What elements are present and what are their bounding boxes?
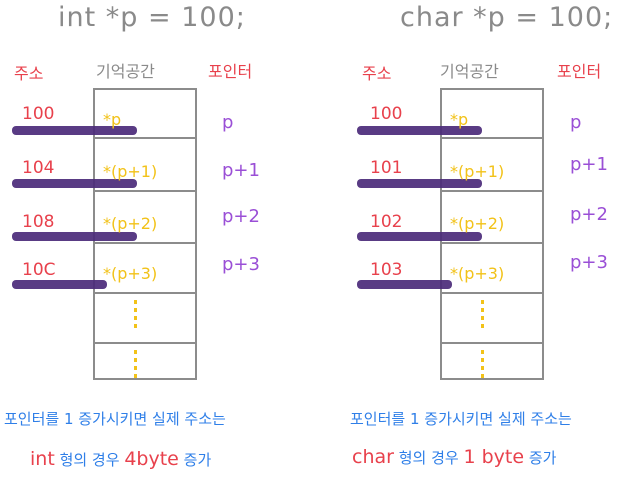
right-caption-line1: 포인터를 1 증가시키면 실제 주소는 <box>350 410 572 428</box>
cell-divider <box>95 242 195 244</box>
address-arrow <box>12 179 137 188</box>
cell-divider <box>95 342 195 344</box>
byte-size: 1 byte <box>463 446 525 468</box>
cell-divider <box>95 137 195 139</box>
left-caption-line2: int 형의 경우 4byte 증가 <box>30 448 211 470</box>
address-label: 102 <box>370 212 403 232</box>
cell-value: *p <box>103 110 122 129</box>
left-address-header: 주소 <box>14 64 44 83</box>
left-memory-header: 기억공간 <box>96 62 155 81</box>
pointer-label: p+2 <box>570 204 608 225</box>
left-title: int *p = 100; <box>58 2 246 33</box>
address-label: 10C <box>22 260 56 280</box>
address-label: 100 <box>22 104 55 124</box>
caption-text: 증가 <box>528 449 557 467</box>
right-address-header: 주소 <box>362 64 392 83</box>
type-name: int <box>30 448 55 470</box>
type-name: char <box>352 446 394 468</box>
ellipsis-dots <box>481 300 484 330</box>
right-pointer-header: 포인터 <box>557 62 602 81</box>
ellipsis-dots <box>134 350 137 380</box>
cell-value: *(p+1) <box>103 162 158 181</box>
caption-text: 증가 <box>183 451 212 469</box>
address-arrow <box>12 232 137 241</box>
address-label: 103 <box>370 260 403 280</box>
address-arrow <box>357 179 482 188</box>
cell-divider <box>95 292 195 294</box>
address-label: 104 <box>22 158 55 178</box>
ellipsis-dots <box>134 300 137 330</box>
right-memory-header: 기억공간 <box>440 62 499 81</box>
caption-text: 형의 경우 <box>398 449 459 467</box>
pointer-label: p+3 <box>222 254 260 275</box>
pointer-label: p+3 <box>570 252 608 273</box>
right-caption-line2: char 형의 경우 1 byte 증가 <box>352 446 556 468</box>
cell-value: *(p+3) <box>450 264 505 283</box>
left-caption-line1: 포인터를 1 증가시키면 실제 주소는 <box>4 410 226 428</box>
address-label: 100 <box>370 104 403 124</box>
cell-divider <box>442 242 542 244</box>
cell-value: *p <box>450 110 469 129</box>
address-arrow <box>12 126 137 135</box>
address-arrow <box>357 126 482 135</box>
address-arrow <box>357 280 452 289</box>
ellipsis-dots <box>481 350 484 380</box>
cell-divider <box>95 190 195 192</box>
pointer-label: p+1 <box>222 160 260 181</box>
cell-divider <box>442 292 542 294</box>
right-title: char *p = 100; <box>400 2 614 33</box>
left-pointer-header: 포인터 <box>208 62 253 81</box>
cell-divider <box>442 137 542 139</box>
cell-value: *(p+2) <box>103 214 158 233</box>
cell-divider <box>442 342 542 344</box>
pointer-label: p <box>222 112 234 133</box>
cell-value: *(p+3) <box>103 264 158 283</box>
address-label: 108 <box>22 212 55 232</box>
cell-divider <box>442 190 542 192</box>
address-label: 101 <box>370 158 403 178</box>
pointer-label: p <box>570 112 582 133</box>
address-arrow <box>12 280 107 289</box>
pointer-label: p+1 <box>570 154 608 175</box>
cell-value: *(p+1) <box>450 162 505 181</box>
cell-value: *(p+2) <box>450 214 505 233</box>
caption-text: 형의 경우 <box>59 451 120 469</box>
byte-size: 4byte <box>124 448 179 470</box>
address-arrow <box>357 232 482 241</box>
pointer-label: p+2 <box>222 206 260 227</box>
